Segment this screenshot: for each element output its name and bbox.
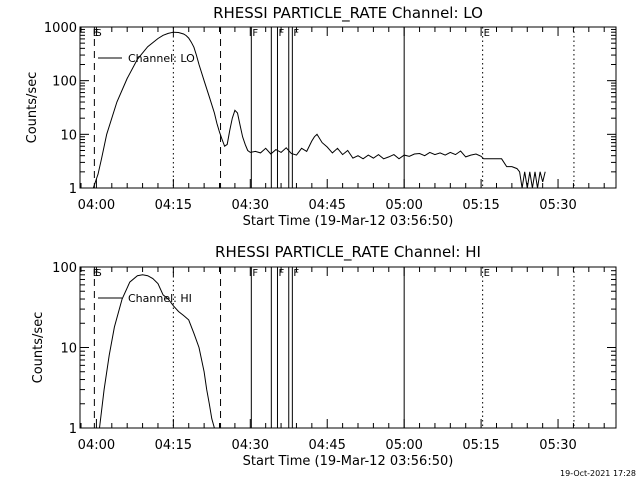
series-line bbox=[99, 274, 215, 429]
legend-label: Channel: LO bbox=[128, 52, 195, 65]
y-axis-label: Counts/sec bbox=[31, 312, 46, 384]
chart-panel-2: RHESSI PARTICLE_RATE Channel: HI 1 10 100 04… bbox=[31, 243, 617, 469]
event-marker-label: F bbox=[252, 268, 258, 279]
chart-title: RHESSI PARTICLE_RATE Channel: HI bbox=[215, 243, 481, 262]
x-tick-label: 04:00 bbox=[78, 438, 115, 453]
x-tick-label: 04:30 bbox=[232, 198, 269, 213]
y-axis-label: Counts/sec bbox=[25, 72, 40, 144]
event-marker-label: F bbox=[252, 28, 258, 39]
x-tick-label: 04:45 bbox=[308, 198, 345, 213]
y-tick-label: 100 bbox=[52, 75, 77, 90]
plot-frame bbox=[79, 26, 617, 189]
event-marker-label: E bbox=[484, 28, 490, 39]
x-axis-label: Start Time (19-Mar-12 03:56:50) bbox=[243, 214, 454, 229]
x-tick-label: 04:15 bbox=[155, 438, 192, 453]
event-marker-label: F bbox=[293, 268, 299, 279]
y-tick-label: 10 bbox=[60, 342, 77, 357]
legend-label: Channel: HI bbox=[128, 292, 192, 305]
event-marker-label: S bbox=[95, 28, 101, 39]
x-tick-label: 04:30 bbox=[232, 438, 269, 453]
event-marker-label: E bbox=[93, 268, 99, 279]
event-marker-label: F bbox=[278, 28, 284, 39]
footer-timestamp: 19-Oct-2021 17:28 bbox=[560, 469, 636, 478]
y-tick-label: 10 bbox=[60, 128, 77, 143]
x-axis-label: Start Time (19-Mar-12 03:56:50) bbox=[243, 454, 454, 469]
x-tick-label: 05:00 bbox=[385, 198, 422, 213]
series-line bbox=[92, 31, 546, 189]
x-tick-label: 04:15 bbox=[155, 198, 192, 213]
event-marker-label: E bbox=[484, 268, 490, 279]
y-tick-label: 1 bbox=[69, 422, 77, 437]
event-marker-label: E bbox=[93, 28, 99, 39]
x-tick-label: 04:00 bbox=[78, 198, 115, 213]
y-tick-label: 100 bbox=[52, 261, 77, 276]
x-tick-label: 05:00 bbox=[385, 438, 422, 453]
event-marker-label: F bbox=[293, 28, 299, 39]
x-tick-label: 05:30 bbox=[539, 438, 576, 453]
event-marker-label: F bbox=[278, 268, 284, 279]
y-tick-label: 1000 bbox=[44, 21, 77, 36]
chart-panel-1: RHESSI PARTICLE_RATE Channel: LO 1 10 100 10… bbox=[25, 4, 617, 229]
x-tick-label: 04:45 bbox=[308, 438, 345, 453]
x-tick-label: 05:30 bbox=[539, 198, 576, 213]
chart-title: RHESSI PARTICLE_RATE Channel: LO bbox=[213, 4, 483, 23]
x-tick-label: 05:15 bbox=[462, 198, 499, 213]
x-tick-label: 05:15 bbox=[462, 438, 499, 453]
event-marker-label: S bbox=[95, 268, 101, 279]
y-tick-label: 1 bbox=[69, 182, 77, 197]
